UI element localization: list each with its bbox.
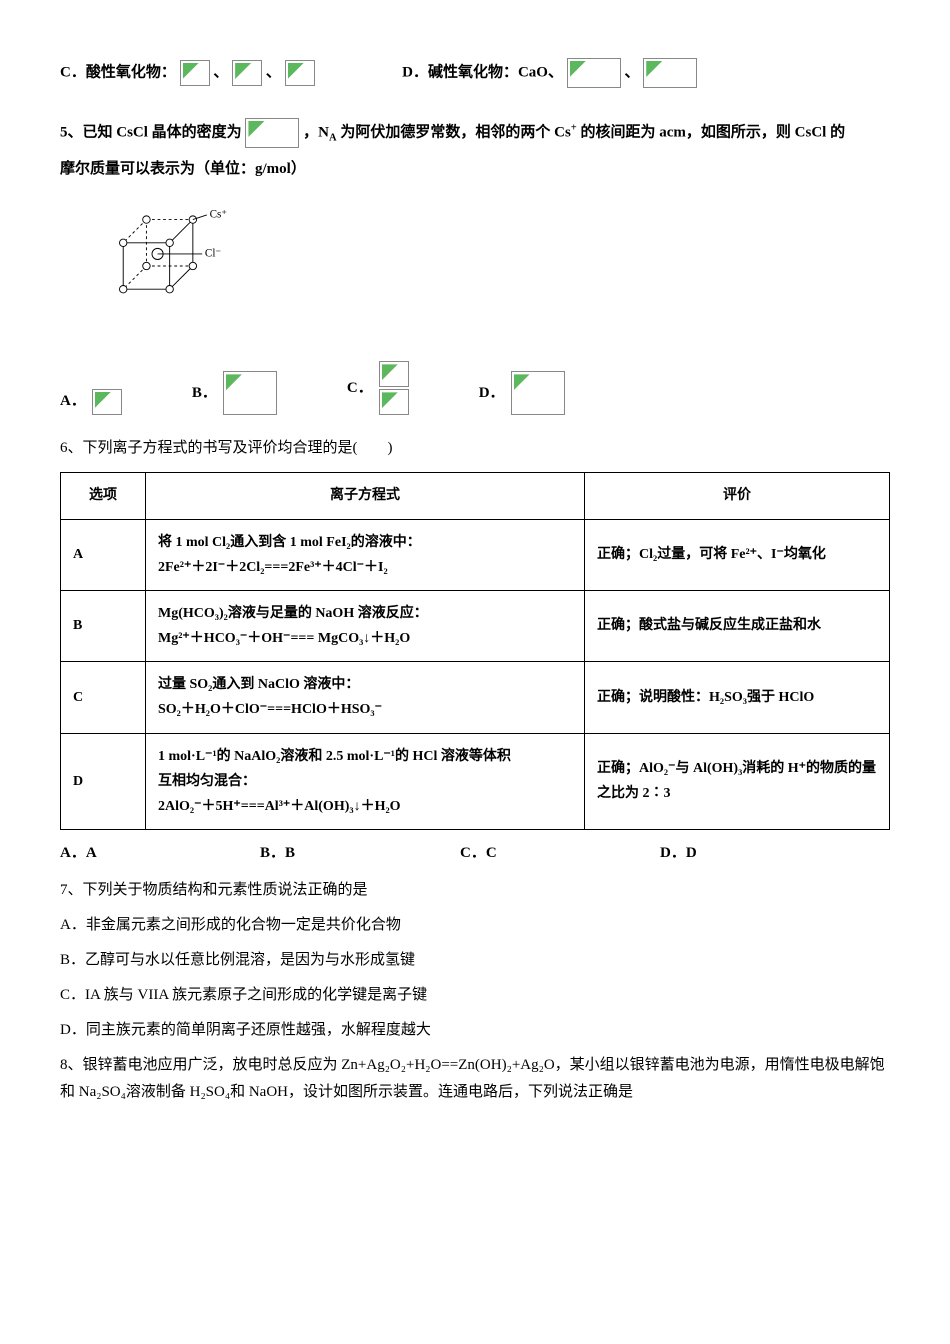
q7-c: C．IA 族与 VIIA 族元素原子之间形成的化学键是离子键 [60,982,890,1009]
cell-eq: 将 1 mol Cl₂通入到含 1 mol FeI₂的溶液中： 2Fe²⁺＋2I… [146,519,585,590]
cell-eval: 正确；AlO₂⁻与 Al(OH)₃消耗的 H⁺的物质的量之比为 2∶3 [585,733,890,830]
q5-optB: B． [192,371,277,415]
cell-eq: 过量 SO₂通入到 NaClO 溶液中： SO₂＋H₂O＋ClO⁻===HClO… [146,662,585,733]
q6-table: 选项 离子方程式 评价 A 将 1 mol Cl₂通入到含 1 mol FeI₂… [60,472,890,830]
q5-optD: D． [479,371,565,415]
q7-d: D．同主族元素的简单阴离子还原性越强，水解程度越大 [60,1017,890,1044]
q5-stem: 5、已知 CsCl 晶体的密度为 ，NA 为阿伏加德罗常数，相邻的两个 Cs+ … [60,118,890,148]
cell-eval: 正确；Cl₂过量，可将 Fe²⁺、I⁻均氧化 [585,519,890,590]
placeholder-icon [223,371,277,415]
placeholder-icon [285,60,315,86]
table-row: B Mg(HCO₃)₂溶液与足量的 NaOH 溶液反应： Mg²⁺＋HCO₃⁻＋… [61,590,890,661]
q6-choices: A．A B．B C．C D．D [60,840,890,867]
cell-opt: C [61,662,146,733]
q4-optC-label: C．酸性氧化物： [60,64,176,80]
placeholder-icon [567,58,621,88]
q6-choice-b: B．B [260,840,460,867]
cell-opt: B [61,590,146,661]
th-opt: 选项 [61,473,146,519]
q5-options: A． B． C． D． [60,361,890,415]
q5-stem-b2: 为阿伏加德罗常数，相邻的两个 Cs [340,124,570,140]
placeholder-icon [92,389,122,415]
q4-options-row: C．酸性氧化物： 、 、 D．碱性氧化物：CaO、 、 [60,58,890,88]
q5-stem-b3: 的核间距为 acm，如图所示，则 CsCl 的 [581,124,846,140]
table-row: D 1 mol·L⁻¹的 NaAlO₂溶液和 2.5 mol·L⁻¹的 HCl … [61,733,890,830]
sep: 、 [624,64,639,80]
crystal-diagram: Cs⁺ Cl⁻ [100,201,230,331]
table-row: A 将 1 mol Cl₂通入到含 1 mol FeI₂的溶液中： 2Fe²⁺＋… [61,519,890,590]
th-eval: 评价 [585,473,890,519]
q7-a: A．非金属元素之间形成的化合物一定是共价化合物 [60,912,890,939]
cell-eval: 正确；酸式盐与碱反应生成正盐和水 [585,590,890,661]
q5-optC: C． [347,361,409,415]
q6-choice-d: D．D [660,840,860,867]
sep: 、 [213,64,228,80]
q6-choice-a: A．A [60,840,260,867]
placeholder-icon [511,371,565,415]
sub-a: A [329,132,337,143]
cell-eq: 1 mol·L⁻¹的 NaAlO₂溶液和 2.5 mol·L⁻¹的 HCl 溶液… [146,733,585,830]
sup-plus: + [571,122,577,133]
q8-stem: 8、银锌蓄电池应用广泛，放电时总反应为 Zn+Ag₂O₂+H₂O==Zn(OH)… [60,1052,890,1106]
q4-optD-label: D．碱性氧化物：CaO、 [402,64,563,80]
cell-opt: D [61,733,146,830]
sep: 、 [266,64,281,80]
cell-eval: 正确；说明酸性：H₂SO₃强于 HClO [585,662,890,733]
placeholder-icon [232,60,262,86]
q5-stem-b: ，N [303,124,329,140]
q6-choice-c: C．C [460,840,660,867]
placeholder-icon [643,58,697,88]
cl-label: Cl⁻ [205,248,222,260]
placeholder-icon [245,118,299,148]
q5-stem-a: 5、已知 CsCl 晶体的密度为 [60,124,242,140]
q5-stem-c: 摩尔质量可以表示为（单位：g/mol） [60,156,890,183]
q6-stem: 6、下列离子方程式的书写及评价均合理的是( ) [60,435,890,462]
placeholder-icon [379,361,409,387]
q7-b: B．乙醇可与水以任意比例混溶，是因为与水形成氢键 [60,947,890,974]
q7-stem: 7、下列关于物质结构和元素性质说法正确的是 [60,877,890,904]
cell-eq: Mg(HCO₃)₂溶液与足量的 NaOH 溶液反应： Mg²⁺＋HCO₃⁻＋OH… [146,590,585,661]
table-row: C 过量 SO₂通入到 NaClO 溶液中： SO₂＋H₂O＋ClO⁻===HC… [61,662,890,733]
cell-opt: A [61,519,146,590]
placeholder-icon [180,60,210,86]
th-eq: 离子方程式 [146,473,585,519]
placeholder-icon [379,389,409,415]
q5-optA: A． [60,388,122,415]
cs-label: Cs⁺ [210,209,228,221]
